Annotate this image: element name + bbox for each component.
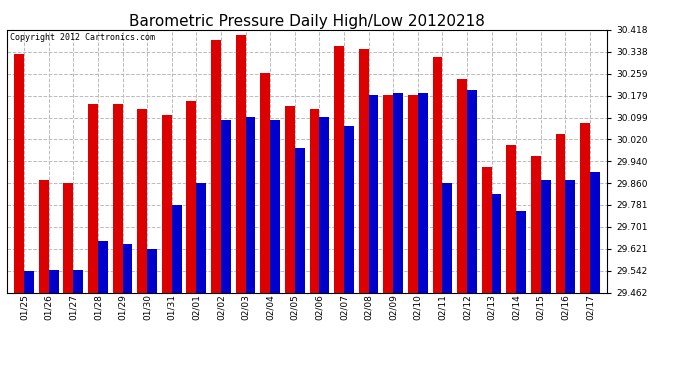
Bar bbox=[368, 95, 378, 292]
Bar bbox=[98, 241, 108, 292]
Bar bbox=[393, 93, 403, 292]
Bar bbox=[186, 101, 197, 292]
Bar bbox=[516, 211, 526, 292]
Bar bbox=[24, 271, 34, 292]
Bar bbox=[49, 270, 59, 292]
Bar bbox=[123, 244, 132, 292]
Bar bbox=[417, 93, 428, 292]
Bar bbox=[221, 120, 230, 292]
Bar bbox=[260, 74, 270, 292]
Bar bbox=[408, 95, 417, 292]
Bar bbox=[457, 79, 467, 292]
Bar bbox=[285, 106, 295, 292]
Bar bbox=[359, 49, 368, 292]
Bar bbox=[319, 117, 329, 292]
Bar bbox=[270, 120, 280, 292]
Bar bbox=[295, 147, 304, 292]
Text: Copyright 2012 Cartronics.com: Copyright 2012 Cartronics.com bbox=[10, 33, 155, 42]
Title: Barometric Pressure Daily High/Low 20120218: Barometric Pressure Daily High/Low 20120… bbox=[129, 14, 485, 29]
Bar bbox=[384, 95, 393, 292]
Bar bbox=[63, 183, 73, 292]
Bar bbox=[73, 270, 83, 292]
Bar bbox=[506, 145, 516, 292]
Bar bbox=[172, 205, 181, 292]
Bar bbox=[236, 35, 246, 292]
Bar bbox=[565, 180, 575, 292]
Bar bbox=[580, 123, 590, 292]
Bar bbox=[39, 180, 49, 292]
Bar bbox=[197, 183, 206, 292]
Bar bbox=[334, 46, 344, 292]
Bar bbox=[14, 54, 24, 292]
Bar bbox=[433, 57, 442, 292]
Bar bbox=[162, 115, 172, 292]
Bar bbox=[344, 126, 354, 292]
Bar bbox=[531, 156, 541, 292]
Bar bbox=[211, 40, 221, 292]
Bar bbox=[541, 180, 551, 292]
Bar bbox=[246, 117, 255, 292]
Bar bbox=[590, 172, 600, 292]
Bar bbox=[147, 249, 157, 292]
Bar bbox=[482, 167, 491, 292]
Bar bbox=[88, 104, 98, 292]
Bar bbox=[442, 183, 452, 292]
Bar bbox=[112, 104, 123, 292]
Bar bbox=[467, 90, 477, 292]
Bar bbox=[555, 134, 565, 292]
Bar bbox=[310, 109, 319, 292]
Bar bbox=[491, 194, 502, 292]
Bar bbox=[137, 109, 147, 292]
